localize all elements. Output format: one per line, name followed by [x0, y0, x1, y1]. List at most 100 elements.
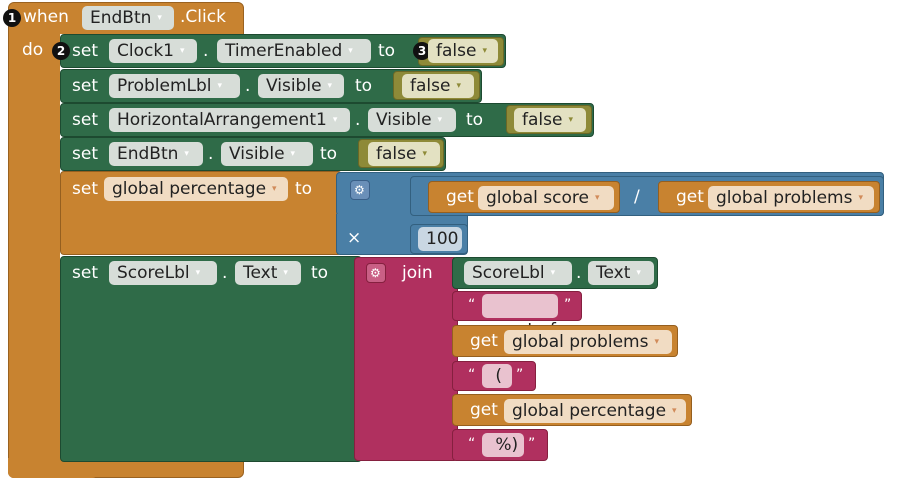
- property-dropdown-timerenabled[interactable]: TimerEnabled ▾: [217, 39, 371, 63]
- gear-icon[interactable]: gear-icon: [366, 263, 386, 283]
- property-label: Visible: [229, 144, 285, 164]
- variable-dropdown-global-problems[interactable]: global problems ▾: [708, 186, 874, 210]
- variable-label: global percentage: [112, 179, 267, 199]
- variable-dropdown-global-problems[interactable]: global problems ▾: [504, 330, 672, 354]
- event-component-label: EndBtn: [90, 8, 152, 28]
- set-keyword: set: [72, 263, 98, 283]
- dropdown-arrow-icon: ▾: [184, 149, 189, 159]
- variable-dropdown-global-percentage[interactable]: global percentage ▾: [504, 399, 686, 423]
- to-keyword: to: [355, 76, 373, 96]
- open-quote-icon: “: [468, 367, 476, 383]
- to-keyword: to: [466, 110, 484, 130]
- event-name-label: .Click: [180, 7, 226, 27]
- dropdown-arrow-icon: ▾: [290, 149, 296, 159]
- open-quote-icon: “: [468, 436, 476, 452]
- to-keyword: to: [295, 179, 313, 199]
- property-label: Text: [243, 263, 278, 283]
- variable-label: global score: [486, 188, 589, 208]
- dropdown-arrow-icon: ▾: [348, 46, 353, 56]
- text-field-out-of[interactable]: out of: [482, 294, 558, 340]
- dropdown-arrow-icon: ▾: [654, 337, 659, 347]
- gear-glyph: ⚙: [354, 183, 365, 197]
- property-dropdown-text-getter[interactable]: Text ▾: [588, 261, 654, 285]
- dropdown-arrow-icon: ▾: [550, 268, 556, 278]
- component-dropdown-horizontalarrangement1[interactable]: HorizontalArrangement1 ▾: [109, 108, 350, 132]
- set-keyword: set: [72, 76, 98, 96]
- component-label: EndBtn: [117, 144, 179, 164]
- dot-label: .: [245, 76, 251, 96]
- dot-label: .: [576, 263, 582, 283]
- text-value: (: [490, 366, 508, 386]
- close-quote-icon: ”: [516, 367, 524, 383]
- dropdown-arrow-icon: ▾: [195, 268, 201, 278]
- property-label: TimerEnabled: [225, 41, 343, 61]
- close-quote-icon: ”: [564, 297, 572, 313]
- dot-label: .: [208, 144, 214, 164]
- component-dropdown-scorelbl-getter[interactable]: ScoreLbl ▾: [464, 261, 572, 285]
- dropdown-arrow-icon: ▾: [568, 115, 573, 125]
- dropdown-arrow-icon: ▾: [332, 115, 338, 125]
- to-keyword: to: [320, 144, 338, 164]
- property-label: Text: [596, 263, 631, 283]
- variable-label: global problems: [716, 188, 853, 208]
- dropdown-arrow-icon: ▾: [272, 184, 277, 194]
- divide-operator: /: [634, 187, 640, 207]
- variable-label: global problems: [512, 332, 649, 352]
- property-dropdown-text[interactable]: Text ▾: [235, 261, 301, 285]
- text-join-block[interactable]: [354, 257, 458, 461]
- set-scorelbl-text-block[interactable]: [60, 256, 362, 462]
- text-field-open-paren[interactable]: (: [482, 364, 512, 388]
- property-dropdown-visible[interactable]: Visible ▾: [258, 74, 344, 98]
- logic-false-dropdown[interactable]: false ▾: [402, 74, 474, 98]
- multiply-operator: ×: [347, 228, 362, 248]
- join-keyword: join: [402, 263, 433, 283]
- component-label: Clock1: [117, 41, 175, 61]
- dropdown-arrow-icon: ▾: [456, 81, 461, 91]
- component-label: ScoreLbl: [472, 263, 545, 283]
- event-component-dropdown[interactable]: EndBtn ▾: [82, 6, 174, 30]
- logic-value-label: false: [376, 144, 417, 164]
- component-label: ProblemLbl: [117, 76, 212, 96]
- variable-label: global percentage: [512, 401, 667, 421]
- number-100-field[interactable]: 100: [418, 227, 462, 251]
- when-label: when: [23, 7, 69, 27]
- property-dropdown-visible[interactable]: Visible ▾: [221, 142, 313, 166]
- set-keyword: set: [72, 144, 98, 164]
- component-label: HorizontalArrangement1: [117, 110, 327, 130]
- gear-icon[interactable]: gear-icon: [350, 180, 370, 200]
- get-keyword: get: [446, 187, 474, 207]
- property-dropdown-visible[interactable]: Visible ▾: [368, 108, 456, 132]
- variable-dropdown-global-percentage[interactable]: global percentage ▾: [104, 177, 288, 201]
- dropdown-arrow-icon: ▾: [327, 81, 333, 91]
- logic-value-label: false: [522, 110, 563, 130]
- badge-2: 2: [52, 42, 70, 60]
- badge-3: 3: [413, 42, 431, 60]
- dropdown-arrow-icon: ▾: [672, 406, 677, 416]
- close-quote-icon: ”: [528, 436, 536, 452]
- component-dropdown-problemlbl[interactable]: ProblemLbl ▾: [109, 74, 240, 98]
- logic-false-dropdown[interactable]: false ▾: [368, 142, 440, 166]
- text-value: %): [490, 435, 524, 455]
- logic-false-dropdown[interactable]: false ▾: [428, 39, 498, 63]
- badge-1: 1: [3, 9, 21, 27]
- dropdown-arrow-icon: ▾: [594, 193, 600, 203]
- component-dropdown-clock1[interactable]: Clock1 ▾: [109, 39, 197, 63]
- dropdown-arrow-icon: ▾: [283, 268, 288, 278]
- component-dropdown-scorelbl[interactable]: ScoreLbl ▾: [109, 261, 217, 285]
- variable-dropdown-global-score[interactable]: global score ▾: [478, 186, 614, 210]
- set-keyword: set: [72, 110, 98, 130]
- component-label: ScoreLbl: [117, 263, 190, 283]
- component-dropdown-endbtn[interactable]: EndBtn ▾: [109, 142, 203, 166]
- dropdown-arrow-icon: ▾: [636, 268, 641, 278]
- set-keyword: set: [72, 179, 98, 199]
- dropdown-arrow-icon: ▾: [180, 46, 185, 56]
- dropdown-arrow-icon: ▾: [157, 13, 162, 23]
- logic-false-dropdown[interactable]: false ▾: [514, 108, 586, 132]
- dropdown-arrow-icon: ▾: [217, 81, 223, 91]
- logic-value-label: false: [436, 41, 477, 61]
- text-field-close-paren[interactable]: %): [482, 433, 524, 457]
- do-label: do: [22, 40, 44, 60]
- open-quote-icon: “: [468, 297, 476, 313]
- get-keyword: get: [470, 400, 498, 420]
- dropdown-arrow-icon: ▾: [437, 115, 443, 125]
